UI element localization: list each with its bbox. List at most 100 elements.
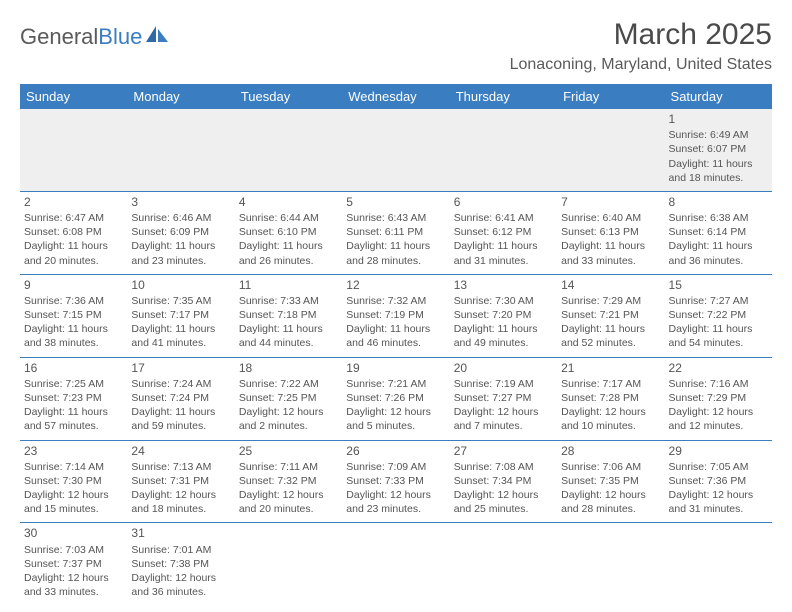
sunrise-line: Sunrise: 7:13 AM	[131, 460, 230, 474]
calendar-cell: 6Sunrise: 6:41 AMSunset: 6:12 PMDaylight…	[450, 191, 557, 274]
weekday-header: Thursday	[450, 84, 557, 109]
calendar-cell	[20, 109, 127, 191]
calendar-cell: 9Sunrise: 7:36 AMSunset: 7:15 PMDaylight…	[20, 274, 127, 357]
calendar-cell: 15Sunrise: 7:27 AMSunset: 7:22 PMDayligh…	[665, 274, 772, 357]
sunset-line: Sunset: 7:26 PM	[346, 391, 445, 405]
sunrise-line: Sunrise: 7:11 AM	[239, 460, 338, 474]
day-number: 10	[131, 277, 230, 293]
daylight-line-2: and 46 minutes.	[346, 336, 445, 350]
calendar-cell: 2Sunrise: 6:47 AMSunset: 6:08 PMDaylight…	[20, 191, 127, 274]
daylight-line-1: Daylight: 11 hours	[131, 405, 230, 419]
sunrise-line: Sunrise: 7:22 AM	[239, 377, 338, 391]
logo-text-blue: Blue	[98, 24, 142, 50]
sunset-line: Sunset: 7:18 PM	[239, 308, 338, 322]
day-number: 6	[454, 194, 553, 210]
calendar-cell: 26Sunrise: 7:09 AMSunset: 7:33 PMDayligh…	[342, 440, 449, 523]
sail-icon	[144, 24, 172, 50]
calendar-row: 1Sunrise: 6:49 AMSunset: 6:07 PMDaylight…	[20, 109, 772, 191]
sunset-line: Sunset: 7:20 PM	[454, 308, 553, 322]
calendar-table: SundayMondayTuesdayWednesdayThursdayFrid…	[20, 84, 772, 605]
sunset-line: Sunset: 6:10 PM	[239, 225, 338, 239]
day-number: 9	[24, 277, 123, 293]
daylight-line-1: Daylight: 11 hours	[669, 239, 768, 253]
month-title: March 2025	[510, 18, 772, 52]
calendar-cell: 30Sunrise: 7:03 AMSunset: 7:37 PMDayligh…	[20, 523, 127, 605]
calendar-cell: 13Sunrise: 7:30 AMSunset: 7:20 PMDayligh…	[450, 274, 557, 357]
title-block: March 2025 Lonaconing, Maryland, United …	[510, 18, 772, 74]
sunrise-line: Sunrise: 7:03 AM	[24, 543, 123, 557]
daylight-line-2: and 49 minutes.	[454, 336, 553, 350]
sunrise-line: Sunrise: 7:06 AM	[561, 460, 660, 474]
sunrise-line: Sunrise: 7:29 AM	[561, 294, 660, 308]
day-number: 19	[346, 360, 445, 376]
sunset-line: Sunset: 7:38 PM	[131, 557, 230, 571]
daylight-line-1: Daylight: 11 hours	[131, 239, 230, 253]
calendar-cell: 8Sunrise: 6:38 AMSunset: 6:14 PMDaylight…	[665, 191, 772, 274]
sunrise-line: Sunrise: 7:16 AM	[669, 377, 768, 391]
logo-text-general: General	[20, 24, 98, 50]
calendar-cell: 29Sunrise: 7:05 AMSunset: 7:36 PMDayligh…	[665, 440, 772, 523]
sunrise-line: Sunrise: 7:19 AM	[454, 377, 553, 391]
daylight-line-2: and 36 minutes.	[669, 254, 768, 268]
sunrise-line: Sunrise: 6:44 AM	[239, 211, 338, 225]
day-number: 2	[24, 194, 123, 210]
weekday-header: Monday	[127, 84, 234, 109]
day-number: 5	[346, 194, 445, 210]
daylight-line-2: and 36 minutes.	[131, 585, 230, 599]
sunset-line: Sunset: 7:35 PM	[561, 474, 660, 488]
daylight-line-1: Daylight: 11 hours	[669, 322, 768, 336]
sunset-line: Sunset: 7:17 PM	[131, 308, 230, 322]
sunset-line: Sunset: 7:19 PM	[346, 308, 445, 322]
sunset-line: Sunset: 6:13 PM	[561, 225, 660, 239]
day-number: 14	[561, 277, 660, 293]
weekday-header: Saturday	[665, 84, 772, 109]
day-number: 21	[561, 360, 660, 376]
day-number: 18	[239, 360, 338, 376]
daylight-line-2: and 10 minutes.	[561, 419, 660, 433]
daylight-line-1: Daylight: 11 hours	[346, 322, 445, 336]
sunrise-line: Sunrise: 7:30 AM	[454, 294, 553, 308]
sunrise-line: Sunrise: 6:38 AM	[669, 211, 768, 225]
sunrise-line: Sunrise: 6:46 AM	[131, 211, 230, 225]
daylight-line-2: and 38 minutes.	[24, 336, 123, 350]
daylight-line-1: Daylight: 12 hours	[669, 488, 768, 502]
day-number: 22	[669, 360, 768, 376]
calendar-body: 1Sunrise: 6:49 AMSunset: 6:07 PMDaylight…	[20, 109, 772, 605]
sunset-line: Sunset: 7:33 PM	[346, 474, 445, 488]
daylight-line-2: and 23 minutes.	[346, 502, 445, 516]
calendar-cell	[342, 109, 449, 191]
calendar-cell	[665, 523, 772, 605]
day-number: 31	[131, 525, 230, 541]
sunset-line: Sunset: 6:14 PM	[669, 225, 768, 239]
day-number: 4	[239, 194, 338, 210]
sunset-line: Sunset: 6:07 PM	[669, 142, 768, 156]
daylight-line-2: and 2 minutes.	[239, 419, 338, 433]
daylight-line-2: and 33 minutes.	[24, 585, 123, 599]
calendar-cell: 27Sunrise: 7:08 AMSunset: 7:34 PMDayligh…	[450, 440, 557, 523]
daylight-line-1: Daylight: 12 hours	[24, 571, 123, 585]
calendar-cell: 14Sunrise: 7:29 AMSunset: 7:21 PMDayligh…	[557, 274, 664, 357]
day-number: 30	[24, 525, 123, 541]
calendar-cell: 3Sunrise: 6:46 AMSunset: 6:09 PMDaylight…	[127, 191, 234, 274]
calendar-cell: 21Sunrise: 7:17 AMSunset: 7:28 PMDayligh…	[557, 357, 664, 440]
calendar-cell: 22Sunrise: 7:16 AMSunset: 7:29 PMDayligh…	[665, 357, 772, 440]
day-number: 15	[669, 277, 768, 293]
calendar-row: 9Sunrise: 7:36 AMSunset: 7:15 PMDaylight…	[20, 274, 772, 357]
calendar-cell: 7Sunrise: 6:40 AMSunset: 6:13 PMDaylight…	[557, 191, 664, 274]
sunrise-line: Sunrise: 7:32 AM	[346, 294, 445, 308]
daylight-line-2: and 33 minutes.	[561, 254, 660, 268]
daylight-line-2: and 23 minutes.	[131, 254, 230, 268]
sunrise-line: Sunrise: 7:05 AM	[669, 460, 768, 474]
daylight-line-1: Daylight: 12 hours	[346, 488, 445, 502]
sunrise-line: Sunrise: 7:36 AM	[24, 294, 123, 308]
calendar-cell	[450, 523, 557, 605]
daylight-line-2: and 15 minutes.	[24, 502, 123, 516]
daylight-line-1: Daylight: 11 hours	[131, 322, 230, 336]
calendar-cell: 28Sunrise: 7:06 AMSunset: 7:35 PMDayligh…	[557, 440, 664, 523]
sunrise-line: Sunrise: 7:25 AM	[24, 377, 123, 391]
sunset-line: Sunset: 7:27 PM	[454, 391, 553, 405]
sunset-line: Sunset: 7:23 PM	[24, 391, 123, 405]
day-number: 20	[454, 360, 553, 376]
daylight-line-1: Daylight: 12 hours	[239, 405, 338, 419]
day-number: 12	[346, 277, 445, 293]
